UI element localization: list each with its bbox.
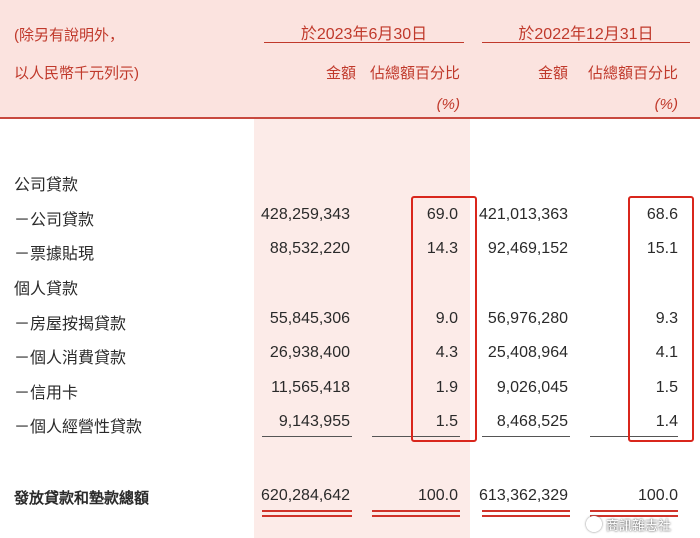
row-label: 公司貸款	[14, 177, 79, 194]
total-double-rule	[262, 515, 352, 517]
percent-heading-2022: 佔總額百分比	[587, 65, 678, 82]
percent-2023: 9.0	[435, 310, 458, 327]
subtotal-rule	[372, 436, 460, 437]
total-double-rule	[262, 510, 352, 512]
total-double-rule	[372, 510, 460, 512]
header-bottom-rule	[0, 117, 700, 119]
total-double-rule	[590, 515, 678, 517]
amount-2022: 8,468,525	[496, 413, 568, 430]
weibo-logo-icon	[586, 516, 602, 532]
total-amount-2023: 620,284,642	[261, 487, 350, 504]
subtotal-rule	[262, 436, 352, 437]
period-2023-rule	[264, 42, 464, 43]
amount-2023: 11,565,418	[271, 379, 350, 396]
row-label: －票據貼現	[14, 246, 95, 263]
highlight-box-2022-percent	[628, 196, 694, 442]
period-2023-heading: 於2023年6月30日	[300, 26, 428, 43]
total-percent-2022: 100.0	[637, 487, 678, 504]
amount-2023: 88,532,220	[269, 240, 350, 257]
total-amount-2022: 613,362,329	[479, 487, 568, 504]
row-label: 個人貸款	[14, 281, 79, 298]
percent-2022: 68.6	[646, 206, 678, 223]
row-label: －信用卡	[14, 385, 79, 402]
percent-2023: 4.3	[435, 344, 458, 361]
amount-2022: 9,026,045	[496, 379, 568, 396]
amount-2022: 92,469,152	[487, 240, 568, 257]
percent-2022: 9.3	[655, 310, 678, 327]
total-double-rule	[482, 515, 570, 517]
amount-heading-2023: 金額	[325, 65, 356, 82]
row-label: －房屋按揭貸款	[14, 316, 127, 333]
amount-2023: 9,143,955	[278, 413, 350, 430]
unit-note-line1: (除另有說明外，	[14, 27, 124, 44]
percent-2022: 4.1	[655, 344, 678, 361]
amount-2022: 56,976,280	[487, 310, 568, 327]
total-double-rule	[372, 515, 460, 517]
amount-2022: 421,013,363	[479, 206, 568, 223]
row-label: －個人消費貸款	[14, 350, 127, 367]
amount-2023: 428,259,343	[261, 206, 350, 223]
percent-2022: 1.5	[655, 379, 678, 396]
unit-note-line2: 以人民幣千元列示)	[14, 65, 139, 82]
percent-unit-2022: (%)	[654, 96, 678, 113]
period-2022-heading: 於2022年12月31日	[518, 26, 654, 43]
amount-heading-2022: 金額	[537, 65, 568, 82]
percent-unit-2023: (%)	[436, 96, 460, 113]
row-label: －個人經營性貸款	[14, 419, 143, 436]
highlight-box-2023-percent	[411, 196, 477, 442]
period-2022-rule	[482, 42, 690, 43]
total-percent-2023: 100.0	[417, 487, 458, 504]
amount-2022: 25,408,964	[487, 344, 568, 361]
subtotal-rule	[482, 436, 570, 437]
percent-2022: 1.4	[655, 413, 678, 430]
watermark-text: 商訊雜志社	[606, 518, 672, 533]
total-double-rule	[590, 510, 678, 512]
total-label: 發放貸款和墊款總額	[14, 490, 150, 507]
percent-2023: 69.0	[426, 206, 458, 223]
percent-2023: 14.3	[426, 240, 458, 257]
percent-2023: 1.9	[435, 379, 458, 396]
row-label: －公司貸款	[14, 212, 95, 229]
amount-2023: 55,845,306	[269, 310, 350, 327]
total-double-rule	[482, 510, 570, 512]
percent-heading-2023: 佔總額百分比	[369, 65, 460, 82]
subtotal-rule	[590, 436, 678, 437]
current-period-column-shading	[254, 118, 470, 538]
percent-2022: 15.1	[646, 240, 678, 257]
percent-2023: 1.5	[435, 413, 458, 430]
amount-2023: 26,938,400	[269, 344, 350, 361]
header-band	[0, 0, 700, 118]
